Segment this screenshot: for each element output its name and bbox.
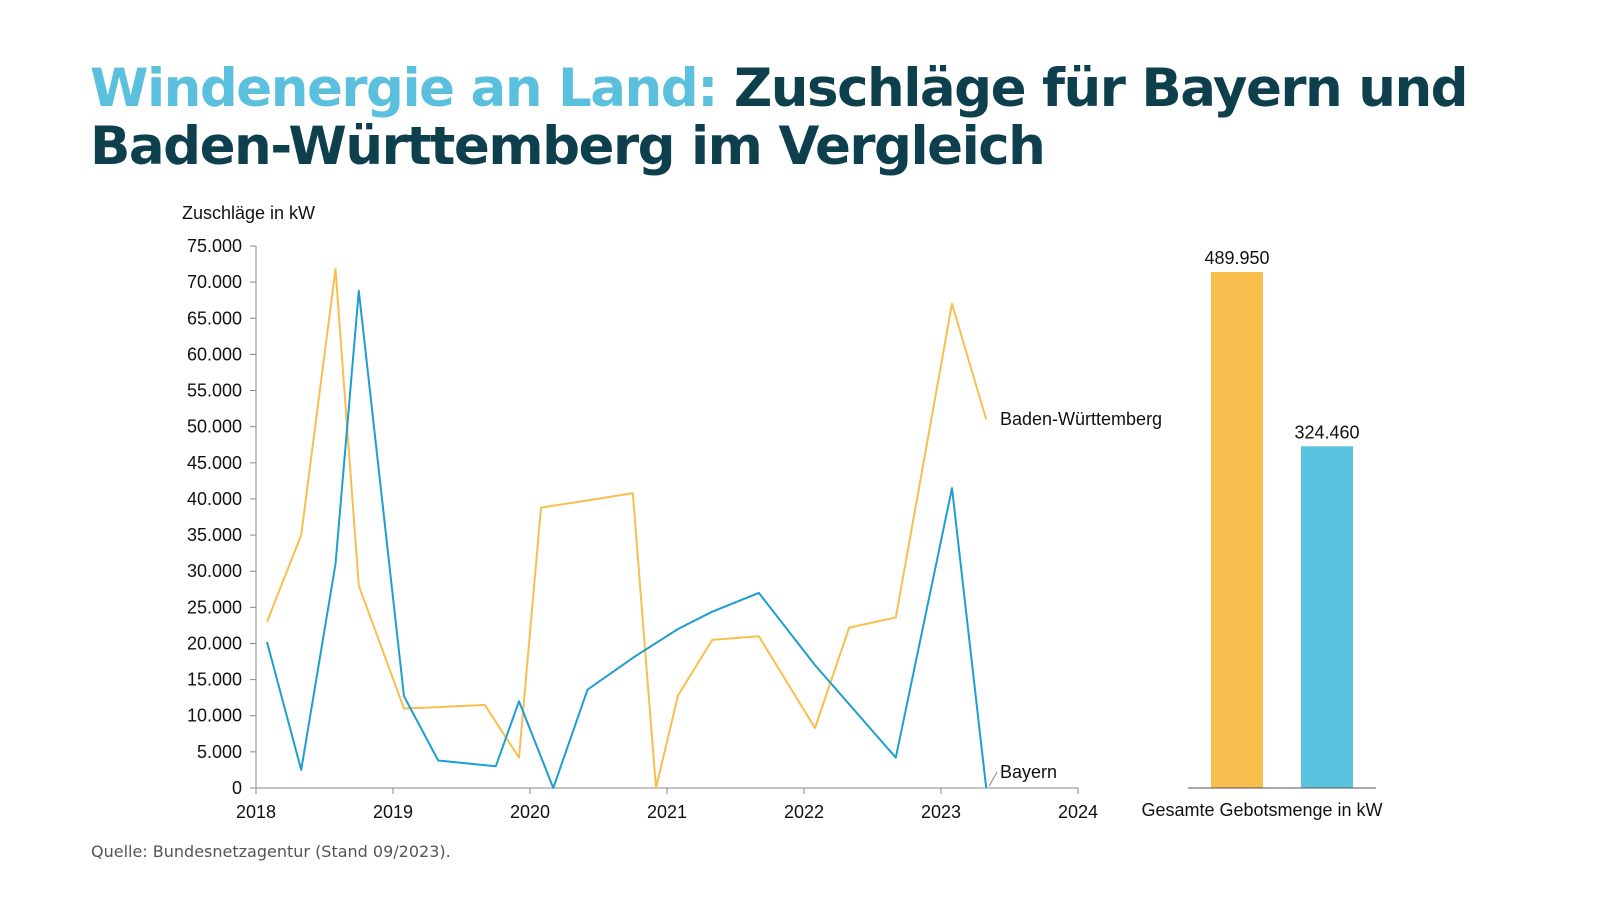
y-tick-label: 45.000 xyxy=(187,453,242,473)
series-label-bayern: Bayern xyxy=(1000,762,1057,782)
bar-baden-wuerttemberg xyxy=(1211,272,1263,788)
x-tick-label: 2019 xyxy=(373,802,413,822)
y-tick-label: 60.000 xyxy=(187,344,242,364)
title-main: Zuschläge für Bayern und Baden-Württembe… xyxy=(90,58,1469,177)
series-line-baden-wuerttemberg xyxy=(266,268,988,789)
y-tick-label: 30.000 xyxy=(187,561,242,581)
x-tick-label: 2021 xyxy=(647,802,687,822)
bar-bayern xyxy=(1301,446,1353,788)
title-accent: Windenergie an Land: xyxy=(90,58,718,119)
x-tick-label: 2024 xyxy=(1058,802,1098,822)
line-chart: Zuschläge in kW 0 5.000 10.000 15.000 20.000… xyxy=(182,203,1162,822)
bar-value-bayern: 324.460 xyxy=(1294,422,1359,442)
y-tick-label: 25.000 xyxy=(187,597,242,617)
bar-value-baden-wuerttemberg: 489.950 xyxy=(1204,248,1269,268)
bar-chart-xlabel: Gesamte Gebotsmenge in kW xyxy=(1141,800,1382,820)
y-tick-label: 40.000 xyxy=(187,489,242,509)
bar-chart: 489.950 324.460 Gesamte Gebotsmenge in k… xyxy=(1141,248,1382,820)
y-tick-label: 0 xyxy=(232,778,242,798)
source-note: Quelle: Bundesnetzagentur (Stand 09/2023… xyxy=(91,842,451,861)
x-tick-label: 2018 xyxy=(236,802,276,822)
x-axis-ticks: 2018 2019 2020 2021 2022 2023 2024 xyxy=(236,788,1098,822)
y-tick-label: 15.000 xyxy=(187,670,242,690)
y-tick-label: 50.000 xyxy=(187,417,242,437)
x-tick-label: 2023 xyxy=(921,802,961,822)
page-title: Windenergie an Land: Zuschläge für Bayer… xyxy=(90,60,1530,176)
x-tick-label: 2020 xyxy=(510,802,550,822)
y-tick-label: 65.000 xyxy=(187,308,242,328)
y-tick-label: 35.000 xyxy=(187,525,242,545)
y-axis-label: Zuschläge in kW xyxy=(182,203,315,223)
y-tick-label: 70.000 xyxy=(187,272,242,292)
y-tick-label: 20.000 xyxy=(187,633,242,653)
series-line-bayern xyxy=(266,289,988,789)
y-tick-label: 10.000 xyxy=(187,706,242,726)
y-tick-label: 75.000 xyxy=(187,236,242,256)
y-tick-label: 5.000 xyxy=(197,742,242,762)
y-tick-label: 55.000 xyxy=(187,381,242,401)
bayern-label-leader xyxy=(988,771,998,787)
x-tick-label: 2022 xyxy=(784,802,824,822)
y-axis-ticks: 0 5.000 10.000 15.000 20.000 25.000 30.000 35.0… xyxy=(187,236,256,798)
series-label-baden-wuerttemberg: Baden-Württemberg xyxy=(1000,409,1162,429)
